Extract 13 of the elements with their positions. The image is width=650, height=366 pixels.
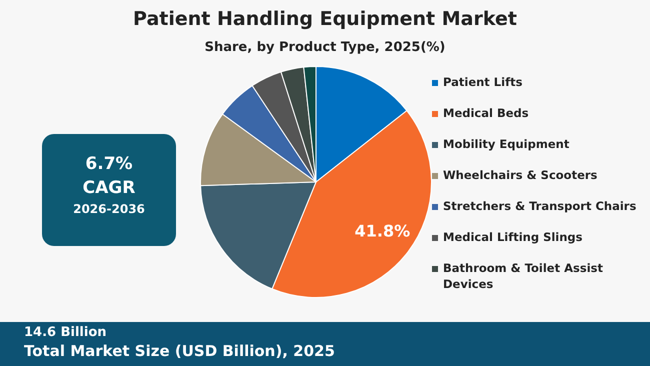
chart-subtitle: Share, by Product Type, 2025(%) xyxy=(204,40,446,55)
legend-label: Patient Lifts xyxy=(443,74,522,90)
info-card: 6.7% CAGR 2026-2036 xyxy=(42,134,176,246)
legend-label: Wheelchairs & Scooters xyxy=(443,167,598,183)
legend-label: Mobility Equipment xyxy=(443,136,570,152)
chart-title: Patient Handling Equipment Market xyxy=(132,8,518,30)
legend-label: Stretchers & Transport Chairs xyxy=(443,198,636,214)
text: 14.6 Billion xyxy=(24,325,107,340)
legend-label: Medical Lifting Slings xyxy=(443,229,583,245)
data-label: 41.8% xyxy=(354,221,410,240)
legend-label: Bathroom & Toilet Assist Devices xyxy=(443,260,604,292)
text: Total Market Size (USD Billion), 2025 xyxy=(24,342,335,360)
legend-label: Medical Beds xyxy=(443,105,529,121)
